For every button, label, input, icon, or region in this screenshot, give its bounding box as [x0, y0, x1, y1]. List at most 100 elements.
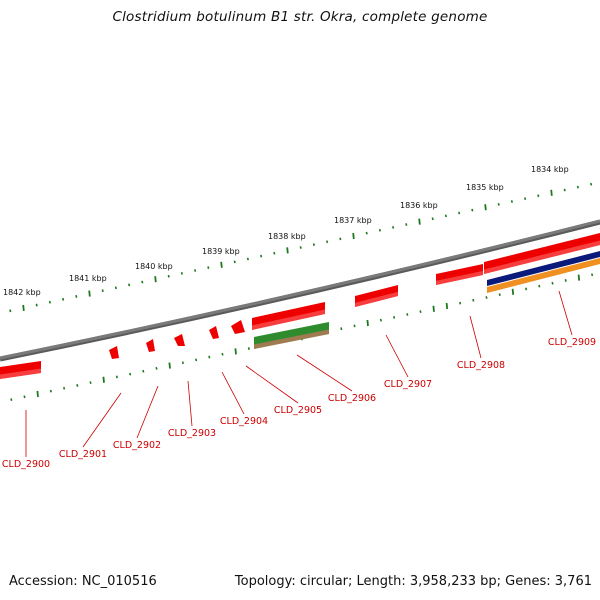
scale-label: 1840 kbp: [135, 262, 173, 271]
outer-tick-mark: [418, 218, 421, 225]
outer-tick-mark: [431, 217, 434, 221]
scale-label: 1836 kbp: [400, 201, 438, 210]
inner-tick-mark: [23, 395, 26, 399]
outer-tick-mark: [88, 290, 91, 297]
gene-cld-2909-shade: [484, 240, 600, 274]
inner-tick-mark: [221, 352, 224, 356]
outer-tick-mark: [180, 272, 183, 275]
outer-tick-mark: [405, 223, 408, 226]
scale-label: 1841 kbp: [69, 274, 107, 283]
outer-tick-mark: [273, 251, 276, 255]
inner-tick-mark: [129, 372, 132, 376]
gene-label-cld-2903: CLD_2903: [168, 428, 216, 439]
outer-tick-mark: [378, 228, 381, 232]
outer-tick-mark: [497, 202, 500, 206]
gene-cld-2902: [146, 339, 155, 352]
outer-tick-mark: [510, 200, 513, 203]
outer-tick-mark: [352, 232, 355, 240]
outer-tick-mark: [207, 266, 210, 270]
outer-tick-mark: [75, 295, 78, 298]
inner-tick-mark: [432, 305, 435, 312]
inner-tick-mark: [89, 381, 92, 385]
inner-tick-mark: [142, 369, 145, 373]
genome-summary-text: Topology: circular; Length: 3,958,233 bp…: [234, 574, 592, 589]
gene-label-cld-2907: CLD_2907: [384, 379, 432, 390]
inner-tick-mark: [406, 313, 409, 316]
inner-tick-mark: [353, 324, 356, 328]
scale-label: 1842 kbp: [3, 288, 41, 297]
inner-tick-mark: [498, 293, 501, 297]
gene-label-cld-2905: CLD_2905: [274, 405, 322, 416]
gene-label-cld-2902: CLD_2902: [113, 440, 161, 451]
outer-tick-mark: [167, 274, 170, 278]
gene-cld-2905: [231, 320, 245, 334]
inner-tick-mark: [115, 375, 118, 379]
outer-tick-mark: [286, 247, 289, 254]
outer-tick-mark: [392, 225, 395, 229]
outer-tick-mark: [128, 283, 131, 287]
gene-label-cld-2908: CLD_2908: [457, 360, 505, 371]
inner-tick-mark: [76, 384, 79, 387]
inner-tick-mark: [10, 398, 13, 402]
outer-tick-mark: [48, 300, 51, 304]
gene-label-cld-2909: CLD_2909: [548, 337, 596, 348]
outer-tick-mark: [246, 257, 249, 261]
inner-tick-mark: [102, 376, 105, 383]
gene-leader-line: [296, 354, 353, 392]
outer-tick-mark: [550, 189, 553, 196]
outer-tick-mark: [563, 188, 566, 192]
outer-tick-mark: [9, 309, 12, 313]
inner-tick-mark: [419, 310, 422, 314]
inner-tick-mark: [49, 389, 52, 393]
outer-tick-mark: [458, 211, 461, 215]
gene-label-cld-2904: CLD_2904: [220, 416, 268, 427]
map-title: Clostridium botulinum B1 str. Okra, comp…: [112, 9, 488, 25]
accession-text: Accession: NC_010516: [9, 574, 157, 589]
outer-tick-mark: [326, 240, 329, 244]
inner-tick-mark: [181, 361, 184, 365]
inner-tick-mark: [564, 279, 567, 282]
inner-tick-mark: [195, 358, 198, 362]
outer-tick-mark: [101, 289, 104, 293]
inner-tick-mark: [63, 386, 66, 390]
gene-label-cld-2901: CLD_2901: [59, 449, 107, 460]
inner-tick-mark: [366, 319, 369, 327]
outer-tick-mark: [524, 197, 527, 200]
outer-tick-mark: [484, 204, 487, 211]
gene-leader-line: [221, 371, 245, 415]
outer-tick-mark: [576, 185, 579, 189]
outer-tick-mark: [62, 297, 65, 301]
gene-leader-line: [187, 380, 193, 427]
gene-cld-2904: [209, 326, 219, 339]
gene-leader-line: [82, 392, 122, 448]
gene-cld-2903: [174, 334, 185, 346]
inner-tick-mark: [511, 288, 515, 295]
gene-leader-line: [558, 290, 573, 336]
outer-tick-mark: [35, 303, 38, 307]
inner-tick-mark: [234, 348, 237, 355]
gene-cld-2906-reverse-shade: [254, 329, 329, 349]
inner-tick-mark: [591, 273, 594, 277]
outer-tick-mark: [260, 254, 263, 258]
scale-label: 1835 kbp: [466, 183, 504, 192]
inner-tick-mark: [379, 318, 382, 322]
inner-tick-mark: [538, 284, 541, 288]
gene-leader-line: [469, 315, 482, 359]
outer-tick-mark: [220, 261, 223, 268]
outer-tick-mark: [22, 304, 25, 312]
gene-cld-2906-shade: [252, 309, 325, 330]
gene-leader-line: [245, 365, 299, 404]
outer-tick-mark: [299, 246, 302, 249]
scale-label: 1839 kbp: [202, 247, 240, 256]
inner-tick-mark: [445, 302, 449, 310]
outer-tick-mark: [141, 280, 144, 284]
gene-band-navy: [487, 251, 600, 286]
inner-tick-mark: [525, 287, 528, 291]
outer-tick-mark: [194, 269, 197, 272]
outer-tick-mark: [471, 208, 474, 212]
inner-tick-mark: [551, 281, 554, 285]
scale-label: 1834 kbp: [531, 165, 569, 174]
backbone-arc-highlight: [0, 219, 600, 360]
inner-tick-mark: [36, 390, 39, 398]
